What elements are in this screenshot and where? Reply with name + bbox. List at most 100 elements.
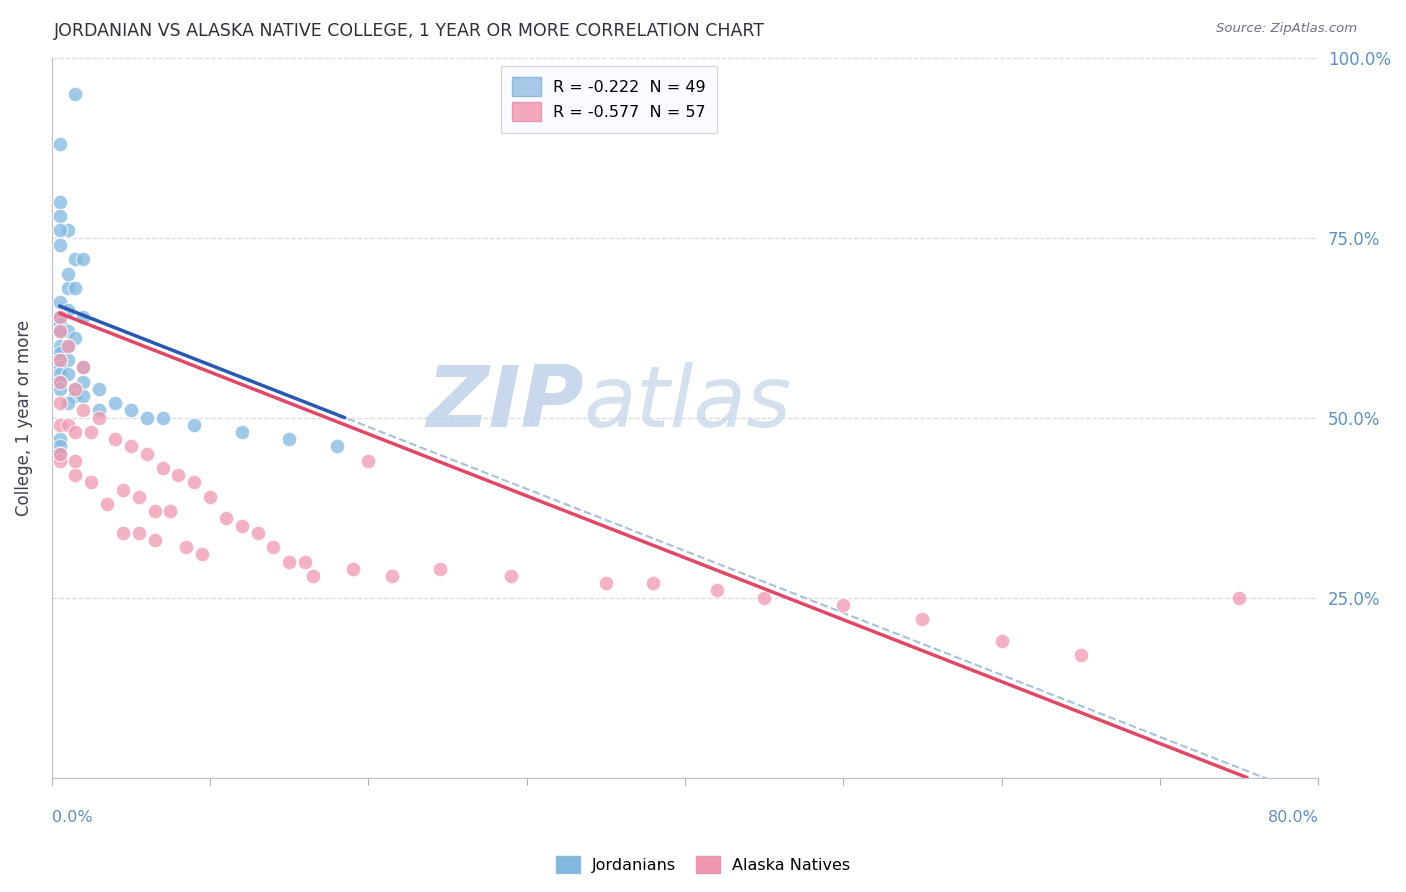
Point [104,396,127,410]
Point [65,331,87,345]
Point [325,439,347,453]
Point [120,439,142,453]
Text: JORDANIAN VS ALASKA NATIVE COLLEGE, 1 YEAR OR MORE CORRELATION CHART: JORDANIAN VS ALASKA NATIVE COLLEGE, 1 YE… [53,22,765,40]
Text: atlas: atlas [583,362,792,445]
Point [381,569,404,583]
Point [48,324,70,338]
Point [48,353,70,368]
Point [48,368,70,382]
Point [135,410,157,425]
Point [1227,591,1250,605]
Point [56,281,79,295]
Point [72,310,94,324]
Point [198,490,221,504]
Point [159,504,181,518]
Point [302,569,325,583]
Point [56,338,79,352]
Point [65,87,87,101]
Point [56,324,79,338]
Point [183,417,205,432]
Point [89,403,111,417]
Point [48,338,70,352]
Point [65,425,87,439]
Point [643,576,665,591]
Point [143,533,166,547]
Text: ZIP: ZIP [426,362,583,445]
Point [262,540,284,554]
Point [754,591,776,605]
Point [48,447,70,461]
Point [278,555,301,569]
Point [65,454,87,468]
Point [48,310,70,324]
Text: Source: ZipAtlas.com: Source: ZipAtlas.com [1216,22,1357,36]
Point [72,252,94,267]
Point [56,338,79,352]
Point [56,396,79,410]
Point [215,511,238,525]
Point [72,403,94,417]
Point [48,375,70,389]
Point [176,540,198,554]
Point [48,237,70,252]
Point [48,137,70,152]
Point [48,209,70,223]
Point [56,368,79,382]
Point [89,382,111,396]
Point [706,583,728,598]
Point [595,576,617,591]
Point [832,598,855,612]
Point [48,194,70,209]
Point [48,439,70,453]
Point [56,417,79,432]
Point [152,410,174,425]
Point [48,346,70,360]
Point [65,252,87,267]
Point [65,382,87,396]
Point [191,548,214,562]
Point [152,461,174,475]
Point [48,324,70,338]
Point [246,525,269,540]
Point [990,633,1012,648]
Point [48,310,70,324]
Point [72,375,94,389]
Point [911,612,934,626]
Point [89,410,111,425]
Point [429,562,451,576]
Point [56,223,79,237]
Point [48,447,70,461]
Point [48,432,70,446]
Point [231,518,253,533]
Point [48,382,70,396]
Point [56,267,79,281]
Point [128,525,150,540]
Point [80,475,103,490]
Point [294,555,316,569]
Point [48,417,70,432]
Point [56,353,79,368]
Text: 0.0%: 0.0% [52,810,93,825]
Point [72,360,94,375]
Point [120,403,142,417]
Point [104,432,127,446]
Point [56,302,79,317]
Point [48,375,70,389]
Point [48,223,70,237]
Point [65,382,87,396]
Point [65,389,87,403]
Point [65,468,87,483]
Point [128,490,150,504]
Point [167,468,190,483]
Point [48,295,70,310]
Point [65,281,87,295]
Point [48,317,70,331]
Point [342,562,364,576]
Point [135,447,157,461]
Point [278,432,301,446]
Point [1070,648,1092,663]
Point [48,360,70,375]
Point [111,483,134,497]
Point [80,425,103,439]
Legend: Jordanians, Alaska Natives: Jordanians, Alaska Natives [550,849,856,880]
